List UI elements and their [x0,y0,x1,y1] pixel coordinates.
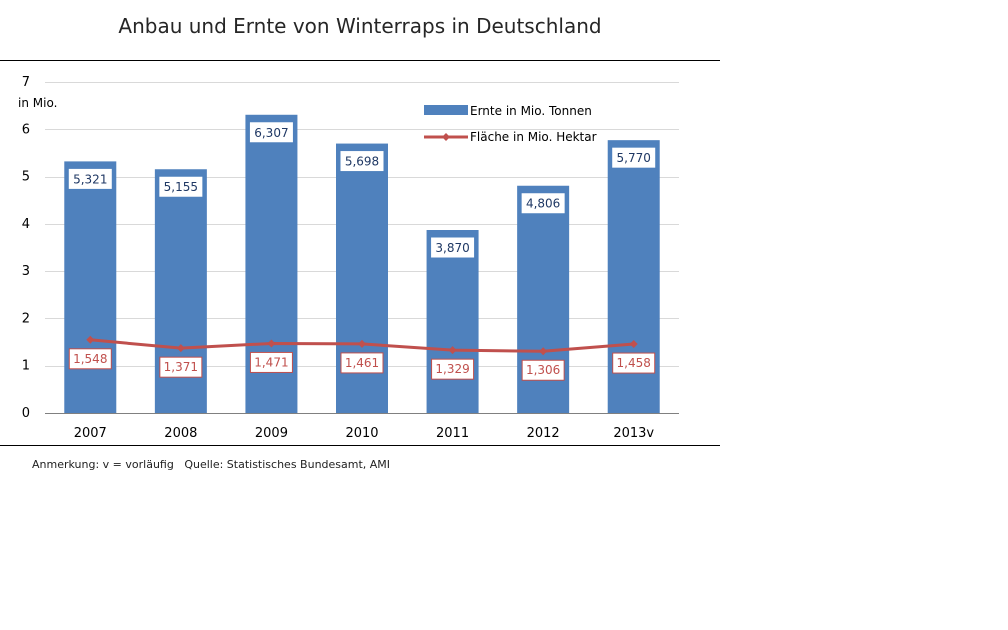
line-data-label-box [159,356,203,378]
bar-data-label-box [611,146,657,169]
bar-data-label: 6,307 [254,126,288,140]
bar-data-label: 4,806 [526,197,560,211]
x-tick-label: 2011 [436,426,469,441]
line-data-label-box [68,348,112,370]
source-note: Anmerkung: v = vorläufig Quelle: Statist… [32,458,391,471]
x-tick-label: 2010 [345,426,378,441]
bar-data-label: 5,698 [345,155,379,169]
y-tick-label: 5 [22,170,30,185]
bottom-divider [0,445,720,446]
y-tick-label: 1 [22,359,30,374]
x-tick-label: 2008 [164,426,197,441]
line-marker [629,340,638,349]
legend: Ernte in Mio. Tonnen Fläche in Mio. Hekta… [424,104,597,144]
legend-bar-swatch [424,105,468,115]
bar-data-label: 3,870 [435,241,469,255]
line-data-label-box [431,358,475,380]
bar-data-label: 5,155 [164,180,198,194]
chart-title: Anbau und Ernte von Winterraps in Deutsc… [118,14,602,38]
legend-bar-label: Ernte in Mio. Tonnen [470,104,592,118]
legend-line-marker [442,133,450,141]
legend-line-label: Fläche in Mio. Hektar [470,130,597,144]
bar-data-label-box [520,192,566,215]
top-divider [0,60,720,61]
bar-data-label-box [430,236,476,259]
line-data-label: 1,458 [617,356,651,370]
y-tick-label: 2 [22,311,30,326]
bar-data-label-box [339,150,385,173]
line-marker [176,344,185,353]
bar-data-label: 5,321 [73,172,107,186]
y-tick-label: 0 [22,406,30,421]
line-data-label: 1,329 [435,362,469,376]
y-tick-label: 6 [22,122,30,137]
line-data-label-box [521,359,565,381]
line-marker [86,335,95,344]
bar-data-label-box [67,167,113,190]
line-data-label: 1,371 [164,360,198,374]
y-tick-label: 4 [22,217,30,232]
bar-data-label-box [248,121,294,144]
line-data-label-box [249,351,293,373]
line-data-label-box [612,352,656,374]
bar [64,161,117,413]
y-axis-label: in Mio. [18,96,57,110]
line-marker [539,347,548,356]
line-data-label-box [340,352,384,374]
line-marker [448,346,457,355]
bar-data-label-box [158,175,204,198]
line-data-label: 1,471 [254,355,288,369]
x-tick-label: 2009 [255,426,288,441]
x-tick-label: 2007 [74,426,107,441]
x-tick-label: 2012 [527,426,560,441]
line-marker [358,339,366,348]
y-tick-label: 7 [22,75,30,90]
bar-data-label: 5,770 [617,151,651,165]
line-data-label: 1,548 [73,352,107,366]
line-data-label: 1,306 [526,363,560,377]
x-tick-label: 2013v [613,426,654,441]
y-tick-label: 3 [22,264,30,279]
line-marker [267,339,276,348]
line-data-label: 1,461 [345,356,379,370]
bar [426,230,479,413]
